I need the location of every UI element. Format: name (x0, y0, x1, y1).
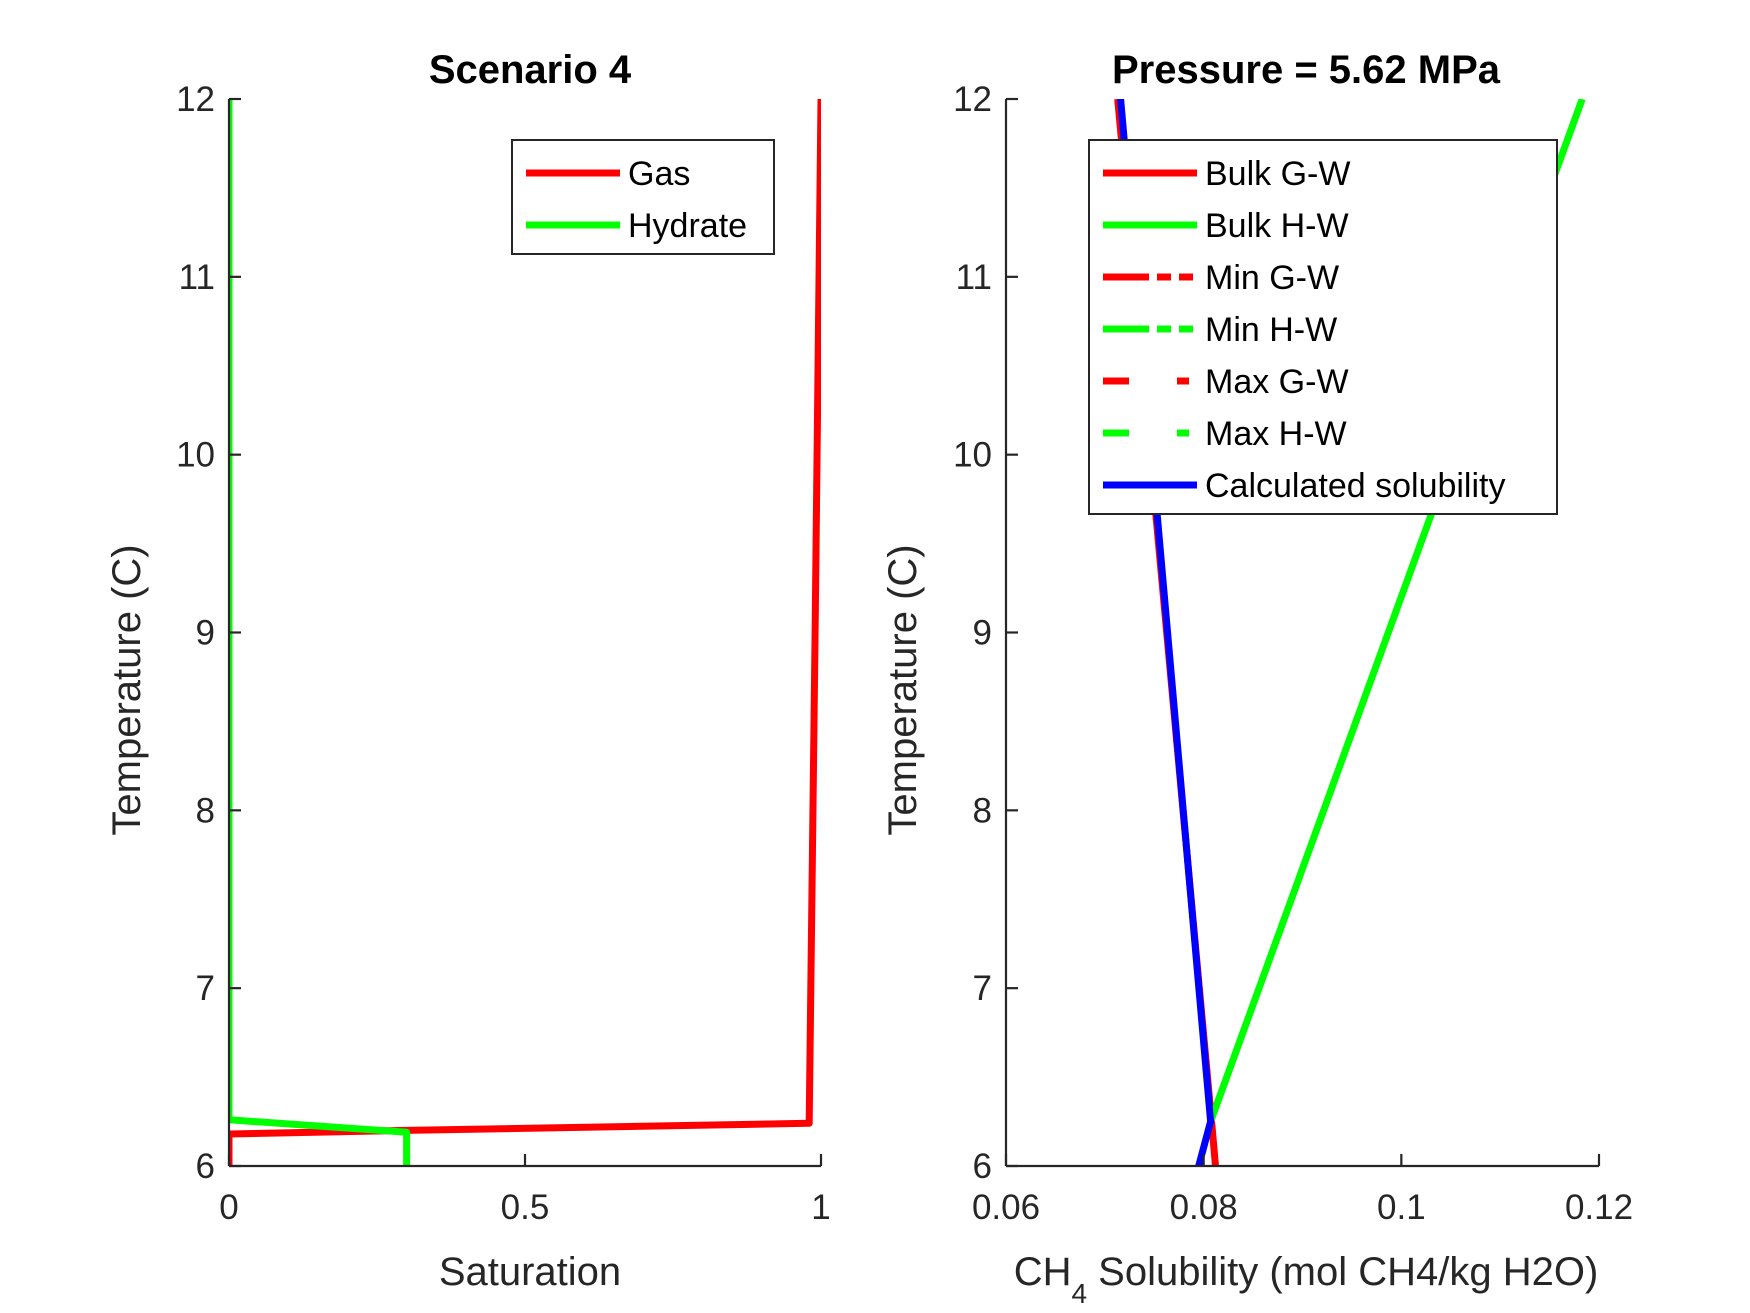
y-tick-label: 12 (953, 80, 992, 119)
legend-box (511, 139, 775, 255)
legend-label: Min H-W (1205, 311, 1337, 349)
right-chart-title: Pressure = 5.62 MPa (1112, 48, 1501, 92)
legend-label: Calculated solubility (1205, 467, 1506, 505)
x-tick-label: 0.06 (972, 1188, 1040, 1227)
y-tick-label: 9 (973, 614, 992, 653)
right-x-axis-label: CH4 Solubility (mol CH4/kg H2O) (1014, 1250, 1599, 1309)
y-tick-label: 6 (196, 1147, 215, 1186)
right-axes-lines (1004, 97, 1601, 1168)
y-tick-label: 10 (953, 436, 992, 475)
legend-label: Max G-W (1205, 363, 1349, 401)
x-tick-label: 0 (219, 1188, 238, 1227)
right-axes: 0.06 0.08 0.1 0.12 6 7 8 9 10 11 12 Pressure = 5.6… (881, 48, 1633, 1309)
right-x-axis-label-suffix: Solubility (mol CH4/kg H2O) (1087, 1250, 1598, 1294)
left-legend: Gas Hydrate (511, 139, 775, 255)
right-x-axis-label-subscript: 4 (1071, 1278, 1087, 1309)
series-line-gas (229, 99, 821, 1166)
y-tick-label: 8 (973, 791, 992, 830)
y-tick-label: 7 (973, 969, 992, 1008)
legend-label: Bulk H-W (1205, 207, 1349, 245)
series-line-hydrate (229, 99, 411, 1166)
right-tick-labels: 0.06 0.08 0.1 0.12 6 7 8 9 10 11 12 (953, 80, 1633, 1227)
legend-label: Gas (628, 155, 690, 193)
y-tick-label: 7 (196, 969, 215, 1008)
right-y-axis-label: Temperature (C) (881, 544, 925, 835)
legend-label: Bulk G-W (1205, 155, 1350, 193)
y-tick-label: 8 (196, 791, 215, 830)
y-tick-label: 9 (196, 614, 215, 653)
x-tick-label: 0.5 (501, 1188, 550, 1227)
left-y-axis-label: Temperature (C) (105, 544, 149, 835)
left-axes: 0 0.5 1 6 7 8 9 10 11 12 Scenario 4 Saturation Te… (105, 48, 831, 1294)
left-tick-labels: 0 0.5 1 6 7 8 9 10 11 12 (176, 80, 831, 1227)
x-tick-label: 0.08 (1170, 1188, 1238, 1227)
y-tick-label: 11 (179, 258, 215, 297)
x-tick-label: 0.12 (1565, 1188, 1633, 1227)
y-tick-label: 12 (176, 80, 215, 119)
left-axes-lines (227, 97, 823, 1168)
legend-label: Min G-W (1205, 259, 1339, 297)
legend-label: Max H-W (1205, 415, 1347, 453)
x-tick-label: 0.1 (1377, 1188, 1426, 1227)
x-tick-label: 1 (811, 1188, 830, 1227)
left-series-layer (229, 99, 821, 1166)
y-tick-label: 6 (973, 1147, 992, 1186)
left-chart-title: Scenario 4 (429, 48, 632, 92)
legend-label: Hydrate (628, 207, 747, 245)
right-legend: Bulk G-W Bulk H-W Min G-W Min H-W Max G-W Max… (1088, 139, 1558, 515)
y-tick-label: 10 (176, 436, 215, 475)
left-x-axis-label: Saturation (439, 1250, 621, 1294)
y-tick-label: 11 (956, 258, 992, 297)
right-x-axis-label-prefix: CH (1014, 1250, 1072, 1294)
